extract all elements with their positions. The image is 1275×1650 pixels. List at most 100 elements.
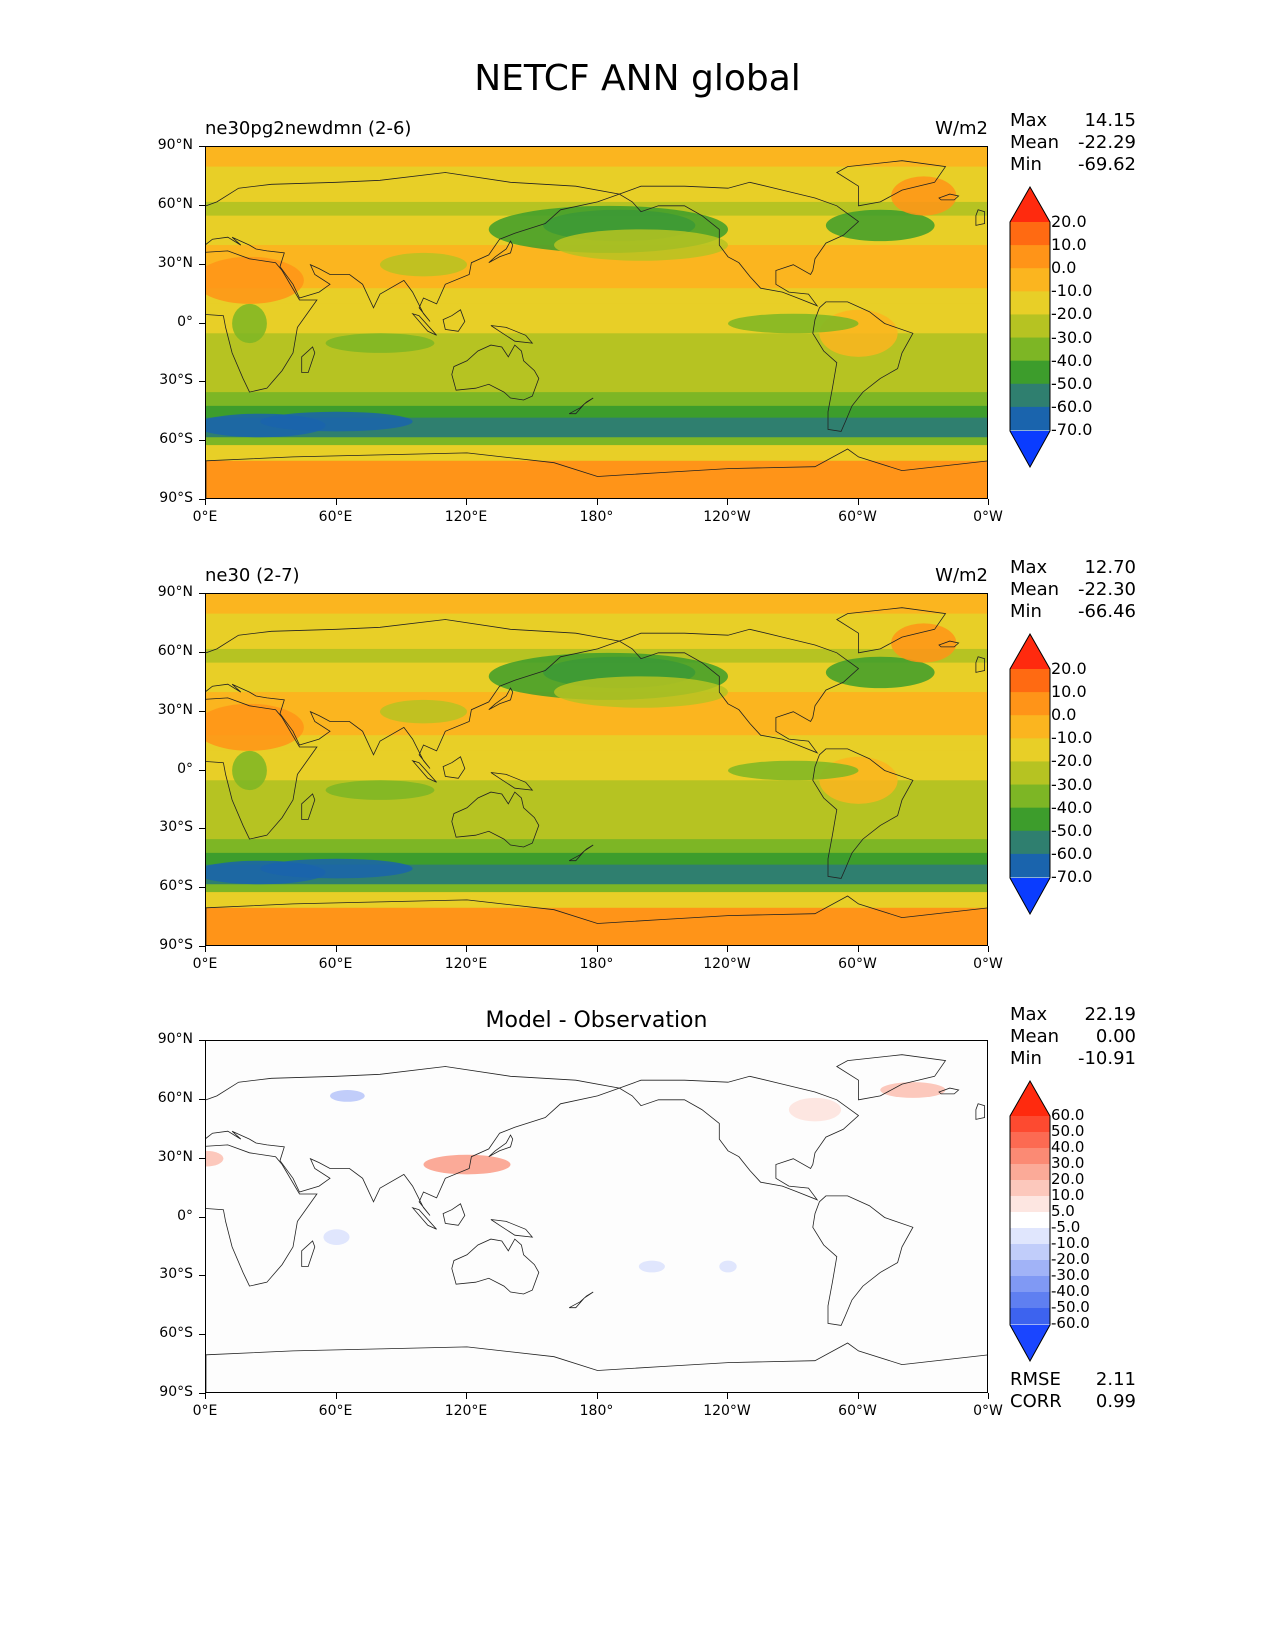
x-tick-mark	[727, 499, 728, 505]
colorbar-label: 60.0	[1051, 1106, 1085, 1124]
field-blob	[728, 760, 859, 781]
x-tick-mark	[727, 946, 728, 952]
field-background	[206, 1041, 987, 1392]
coastline-uk	[975, 1103, 985, 1120]
field-blob	[728, 313, 859, 334]
stat-value: -22.30	[1077, 579, 1136, 600]
stat-row: Max 14.15	[1010, 110, 1136, 132]
x-tick-label: 120°W	[703, 956, 751, 972]
field-blob	[788, 1097, 842, 1122]
colorbar-segment	[1010, 1132, 1050, 1149]
stat-value: 0.99	[1095, 1391, 1136, 1412]
coastline-madagascar	[301, 1240, 316, 1267]
map-svg	[206, 1041, 987, 1392]
coastline-borneo	[442, 309, 466, 332]
x-tick-label: 0°W	[973, 956, 1003, 972]
stat-row: Max 12.70	[1010, 557, 1136, 579]
coastline-australia	[451, 1238, 540, 1295]
coastline-new_zealand	[569, 844, 594, 862]
colorbar-segment	[1010, 1276, 1050, 1293]
map-panel-1	[205, 146, 988, 499]
x-tick-mark	[205, 499, 206, 505]
colorbar-label: -20.0	[1051, 1250, 1090, 1268]
colorbar-label: -40.0	[1051, 350, 1093, 370]
field-blob	[638, 1260, 665, 1273]
x-tick-mark	[988, 946, 989, 952]
colorbar-label: 50.0	[1051, 1122, 1085, 1140]
colorbar-segment	[1010, 1196, 1050, 1213]
x-tick-label: 60°W	[838, 509, 877, 525]
field-band	[206, 884, 987, 894]
panel-stats: Max 14.15 Mean -22.29 Min -69.62	[1010, 110, 1136, 176]
field-band	[206, 735, 987, 752]
colorbar-label: -20.0	[1051, 304, 1093, 324]
colorbar-segment	[1010, 291, 1050, 315]
colorbar-segment	[1010, 268, 1050, 292]
colorbar-label: -10.0	[1051, 1234, 1090, 1252]
panel-stats: Max 22.19 Mean 0.00 Min -10.91	[1010, 1004, 1136, 1070]
coastline-south_america	[812, 301, 914, 432]
field-blob	[260, 858, 413, 879]
coastline-iceland	[938, 1087, 960, 1095]
y-tick-mark	[199, 1157, 205, 1159]
colorbar-label: -60.0	[1051, 1314, 1090, 1332]
stat-row: Min -69.62	[1010, 154, 1136, 176]
stat-value: 22.19	[1084, 1004, 1136, 1025]
colorbar-segment	[1010, 830, 1050, 855]
colorbar-segment	[1010, 669, 1050, 693]
colorbar-segment	[1010, 360, 1050, 385]
colorbar-segment	[1010, 406, 1050, 431]
stat-row: Mean -22.29	[1010, 132, 1136, 154]
colorbar-label: -30.0	[1051, 327, 1093, 347]
y-tick-mark	[199, 593, 205, 594]
x-tick-mark	[857, 946, 859, 952]
x-tick-label: 180°	[579, 509, 614, 525]
stat-label: Mean	[1010, 579, 1060, 600]
stat-label: Max	[1010, 1004, 1048, 1025]
map-svg	[206, 147, 987, 498]
panel-extra-stats: RMSE 2.11 CORR 0.99	[1010, 1369, 1136, 1413]
field-blob	[232, 303, 267, 344]
colorbar-label: -30.0	[1051, 1266, 1090, 1284]
y-tick-label: 90°N	[157, 137, 193, 153]
y-tick-mark	[199, 146, 205, 147]
colorbar-label: -50.0	[1051, 1298, 1090, 1316]
x-tick-label: 120°W	[703, 509, 751, 525]
field-band	[206, 358, 987, 394]
panel-units: W/m2	[935, 118, 988, 139]
x-tick-label: 120°W	[703, 1403, 751, 1419]
stat-row: CORR 0.99	[1010, 1391, 1136, 1413]
x-tick-label: 0°E	[192, 956, 218, 972]
y-tick-mark	[199, 887, 205, 889]
x-tick-label: 120°E	[444, 1403, 488, 1419]
y-tick-mark	[199, 946, 205, 947]
x-tick-label: 60°E	[318, 509, 353, 525]
map-panel-2	[205, 593, 988, 946]
x-tick-label: 60°W	[838, 956, 877, 972]
colorbar-label: 0.0	[1051, 258, 1077, 278]
y-tick-label: 60°S	[159, 431, 193, 448]
coastline-eurasia	[206, 619, 621, 769]
field-band	[206, 839, 987, 854]
coastline-borneo	[442, 1203, 466, 1226]
coastline-borneo	[442, 756, 466, 779]
colorbar-extend-top	[1010, 1081, 1050, 1116]
coastline-eurasia	[206, 1066, 621, 1216]
y-tick-mark	[199, 381, 205, 383]
field-blob	[719, 1260, 737, 1273]
colorbar-outline	[1009, 1080, 1051, 1362]
x-tick-label: 0°E	[192, 1403, 218, 1419]
colorbar-segment	[1010, 383, 1050, 408]
y-tick-mark	[199, 1393, 205, 1394]
field-blob	[206, 256, 304, 304]
colorbar-segment	[1010, 1180, 1050, 1197]
y-tick-label: 60°N	[157, 1089, 193, 1106]
stat-value: 14.15	[1084, 110, 1136, 131]
x-tick-label: 120°E	[444, 956, 488, 972]
y-tick-label: 60°N	[157, 195, 193, 212]
field-band	[206, 852, 987, 866]
coastline-australia	[451, 344, 540, 401]
field-blob	[554, 229, 728, 261]
y-tick-mark	[199, 1098, 205, 1100]
colorbar-extend-bottom	[1010, 878, 1050, 914]
